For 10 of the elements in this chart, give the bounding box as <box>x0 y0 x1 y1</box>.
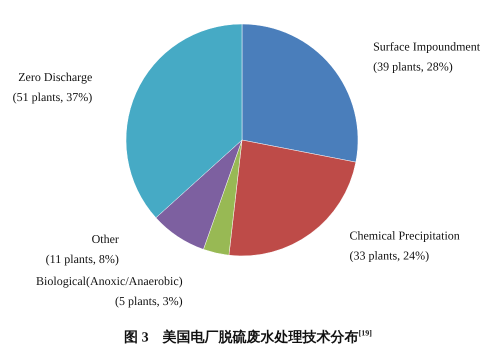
slice-label: Zero Discharge <box>18 70 92 84</box>
data-label: (51 plants, 37%) <box>12 90 92 104</box>
data-label: (11 plants, 8%) <box>46 252 119 266</box>
data-label: (39 plants, 28%) <box>373 60 453 74</box>
slice-label: Biological(Anoxic/Anaerobic) <box>36 274 183 288</box>
data-label: (33 plants, 24%) <box>349 248 430 263</box>
slice-label: Other <box>92 232 119 246</box>
data-label: (5 plants, 3%) <box>114 294 183 308</box>
slice-label: Chemical Precipitation <box>349 228 460 243</box>
slice-label: Surface Impoundment <box>373 40 481 54</box>
